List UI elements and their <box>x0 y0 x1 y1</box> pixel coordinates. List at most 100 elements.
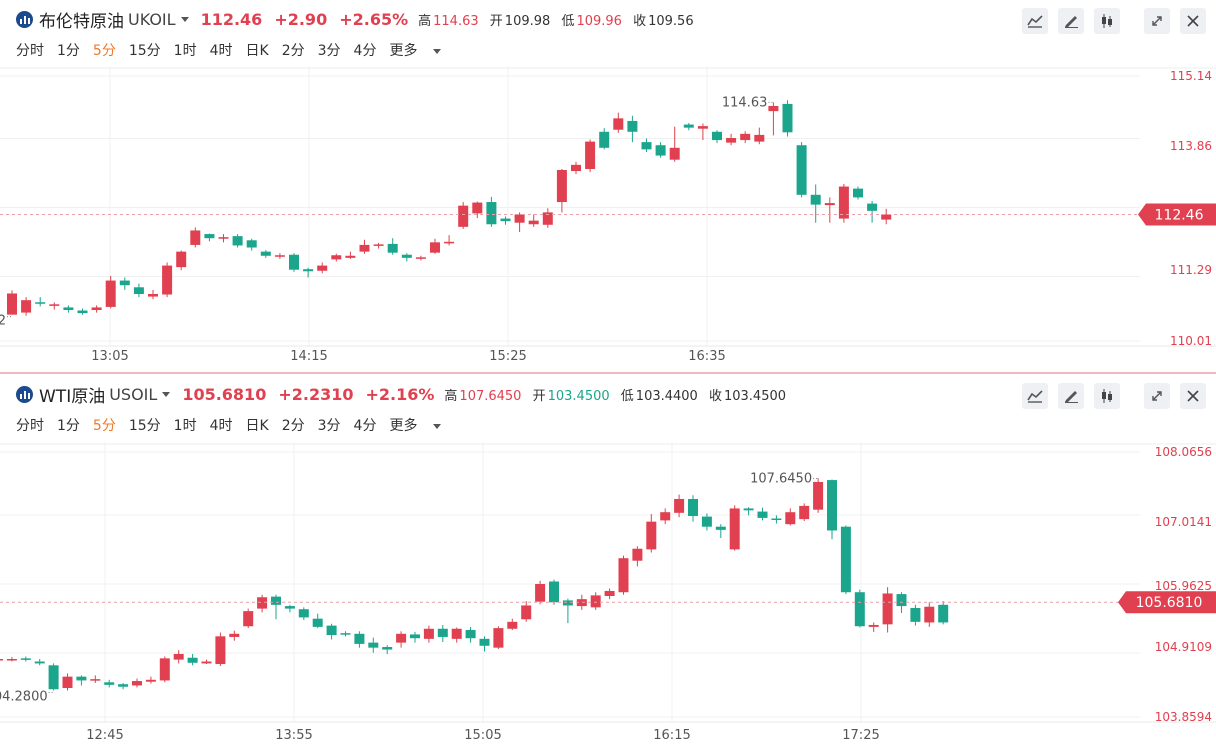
indicator-icon[interactable] <box>1022 8 1048 34</box>
draw-pen-icon[interactable] <box>1058 8 1084 34</box>
candle-body <box>396 633 407 643</box>
timeframe-more[interactable]: 更多 <box>389 40 454 60</box>
timeframe-tab[interactable]: 1时 <box>173 418 197 434</box>
x-tick-label: 13:55 <box>275 728 312 743</box>
chevron-down-icon[interactable] <box>162 391 171 397</box>
timeframe-tab[interactable]: 1时 <box>173 43 197 59</box>
candle-body <box>669 147 680 160</box>
candle <box>771 515 782 524</box>
ohlc-label: 收 <box>708 388 722 404</box>
candle-body <box>21 300 32 313</box>
candle <box>20 656 31 662</box>
x-tick-label: 16:35 <box>688 349 725 364</box>
candle <box>479 636 490 652</box>
timeframe-tab[interactable]: 分时 <box>16 43 44 59</box>
ohlc-value: 103.4500 <box>723 388 787 404</box>
candle <box>458 202 469 229</box>
timeframe-tab[interactable]: 4时 <box>209 418 233 434</box>
candle <box>451 627 462 643</box>
candle <box>701 513 712 531</box>
candle-body <box>176 251 187 268</box>
timeframe-tab[interactable]: 15分 <box>128 43 161 59</box>
indicator-icon[interactable] <box>1022 383 1048 409</box>
timeframe-tab[interactable]: 日K <box>245 418 269 434</box>
expand-icon[interactable] <box>1144 383 1170 409</box>
candle-body <box>119 280 130 286</box>
timeframe-tab[interactable]: 4分 <box>353 418 377 434</box>
candle-body <box>132 681 142 686</box>
candle-body <box>246 240 257 248</box>
timeframe-tab[interactable]: 日K <box>245 43 269 59</box>
candle-body <box>34 661 45 664</box>
timeframe-tab[interactable]: 1分 <box>57 418 80 434</box>
expand-icon[interactable] <box>1144 8 1170 34</box>
ohlc-label: 收 <box>633 13 647 29</box>
ohlc-value: 114.63 <box>433 13 479 29</box>
candle-body <box>204 234 215 239</box>
symbol-name: 布伦特原油 <box>39 11 124 32</box>
candle-body <box>683 124 694 128</box>
candle <box>317 262 328 274</box>
candle-body <box>824 203 835 206</box>
candle <box>726 133 737 146</box>
candlestick-chart-ukoil[interactable]: 115.14 113.86 111.29 110.01 13:05 14:15 15:25 1… <box>0 0 1216 375</box>
candle-body <box>838 186 849 219</box>
candle-type-icon[interactable] <box>1094 8 1120 34</box>
timeframe-tab[interactable]: 2分 <box>281 43 305 59</box>
chart-logo-icon <box>16 10 33 28</box>
timeframe-tab[interactable]: 5分 <box>92 43 116 59</box>
timeframe-tab[interactable]: 2分 <box>281 418 305 434</box>
timeframe-tab[interactable]: 5分 <box>92 418 116 434</box>
candle-type-icon[interactable] <box>1094 383 1120 409</box>
candle <box>660 508 671 525</box>
timeframe-more[interactable]: 更多 <box>389 415 454 435</box>
candle <box>246 238 257 251</box>
candle <box>118 682 129 690</box>
symbol-name: WTI原油 <box>39 386 106 407</box>
y-tick-label: 113.86 <box>1170 139 1212 153</box>
candle <box>373 242 384 249</box>
close-icon[interactable] <box>1180 383 1206 409</box>
candle <box>729 505 740 551</box>
candle-body <box>271 596 281 605</box>
candle-body <box>712 131 722 141</box>
timeframe-tab[interactable]: 4分 <box>353 43 377 59</box>
symbol-code[interactable]: UKOIL <box>128 9 176 29</box>
timeframe-tab[interactable]: 分时 <box>16 418 44 434</box>
candle-body <box>451 628 462 639</box>
candle-body <box>479 638 490 646</box>
candle-body <box>458 205 469 227</box>
candle-body <box>585 141 596 169</box>
candle <box>274 253 285 259</box>
candle-body <box>284 606 295 609</box>
timeframe-tab[interactable]: 4时 <box>209 43 233 59</box>
candle <box>618 555 629 595</box>
candle <box>627 115 638 143</box>
candle <box>465 626 476 643</box>
timeframe-tab[interactable]: 1分 <box>57 43 80 59</box>
candle-body <box>882 593 893 625</box>
ohlc-label: 高 <box>418 13 432 29</box>
candle <box>493 626 504 649</box>
candle <box>785 508 796 526</box>
timeframe-tab[interactable]: 3分 <box>317 43 341 59</box>
close-icon[interactable] <box>1180 8 1206 34</box>
candle-body <box>415 257 426 259</box>
candle-body <box>437 628 448 637</box>
timeframe-tab[interactable]: 15分 <box>128 418 161 434</box>
candle-body <box>521 605 532 620</box>
candle <box>204 233 215 242</box>
timeframe-tab[interactable]: 3分 <box>317 418 341 434</box>
candle <box>853 186 863 200</box>
candle-body <box>331 255 342 260</box>
candle-body <box>604 590 615 596</box>
draw-pen-icon[interactable] <box>1058 383 1084 409</box>
x-tick-label: 14:15 <box>290 349 327 364</box>
candle <box>549 579 559 605</box>
candle-body <box>785 512 796 525</box>
chevron-down-icon[interactable] <box>180 16 189 22</box>
candlestick-chart-usoil[interactable]: 108.0656 107.0141 105.9625 104.9109 103.8594… <box>0 375 1216 750</box>
y-tick-label: 107.0141 <box>1155 515 1212 529</box>
symbol-code[interactable]: USOIL <box>109 384 158 404</box>
candle-body <box>562 600 573 606</box>
